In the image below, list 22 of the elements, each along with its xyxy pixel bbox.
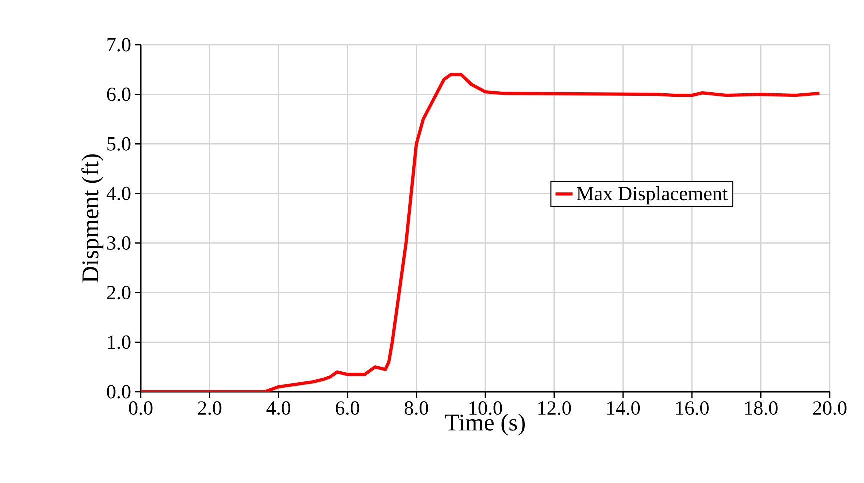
x-tick-label: 8.0: [404, 402, 428, 416]
x-tick-label: 6.0: [336, 402, 360, 416]
y-tick-label: 4.0: [106, 186, 131, 201]
x-tick-label: 10.0: [470, 402, 502, 416]
x-tick-label: 2.0: [198, 402, 222, 416]
x-tick-label: 12.0: [538, 402, 572, 416]
legend-label: Max Displacement: [577, 186, 728, 205]
x-tick-label: 14.0: [608, 402, 640, 416]
y-tick-label: 0.0: [107, 385, 131, 399]
y-tick-label: 6.0: [107, 88, 131, 102]
x-tick-label: 18.0: [745, 402, 778, 416]
y-tick-label: 3.0: [107, 236, 131, 250]
y-tick-label: 7.0: [108, 38, 131, 52]
y-tick-label: 2.0: [107, 286, 131, 300]
y-tick-label: 5.0: [108, 137, 131, 151]
x-tick-label: 4.0: [266, 402, 291, 416]
x-tick-label: 20.0: [813, 402, 847, 416]
x-axis-title: Time (s): [445, 414, 525, 436]
x-tick-label: 16.0: [676, 402, 709, 416]
x-tick-label: 0.0: [129, 402, 153, 416]
y-axis-title: Dispment (ft): [82, 154, 104, 283]
y-tick-label: 1.0: [108, 336, 131, 350]
